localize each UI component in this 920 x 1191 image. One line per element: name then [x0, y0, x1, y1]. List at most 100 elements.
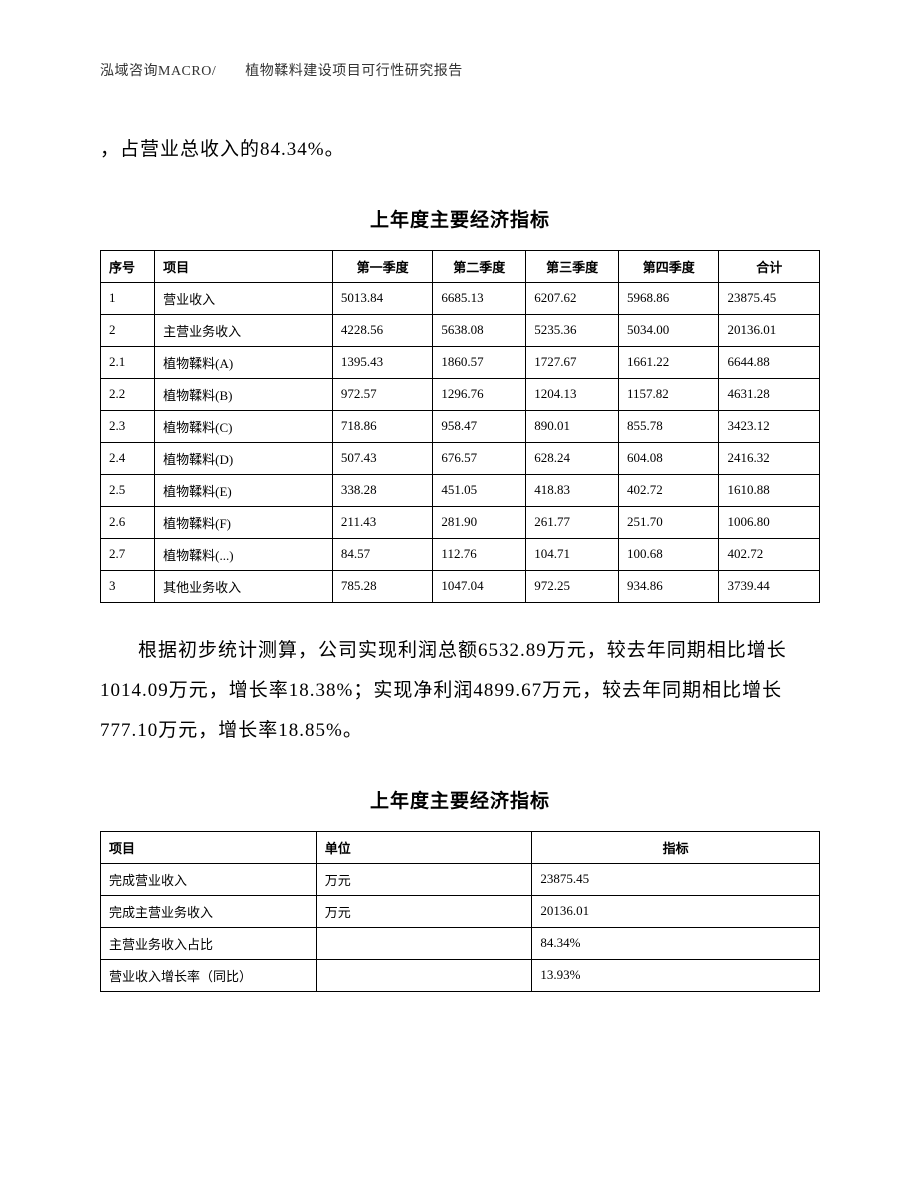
- table-row: 2.5 植物鞣料(E) 338.28 451.05 418.83 402.72 …: [101, 474, 820, 506]
- cell: 2.1: [101, 346, 155, 378]
- cell: 主营业务收入: [155, 314, 333, 346]
- cell: 植物鞣料(C): [155, 410, 333, 442]
- cell: 3739.44: [719, 570, 820, 602]
- cell: 402.72: [618, 474, 719, 506]
- cell: 完成主营业务收入: [101, 895, 317, 927]
- cell: 2: [101, 314, 155, 346]
- cell: 3423.12: [719, 410, 820, 442]
- cell: 5034.00: [618, 314, 719, 346]
- cell: 5235.36: [526, 314, 619, 346]
- table-row: 2.4 植物鞣料(D) 507.43 676.57 628.24 604.08 …: [101, 442, 820, 474]
- col-q1: 第一季度: [332, 250, 433, 282]
- cell: 植物鞣料(A): [155, 346, 333, 378]
- cell: 281.90: [433, 506, 526, 538]
- table2-title: 上年度主要经济指标: [100, 786, 820, 813]
- cell: 植物鞣料(E): [155, 474, 333, 506]
- table1-body: 1 营业收入 5013.84 6685.13 6207.62 5968.86 2…: [101, 282, 820, 602]
- table-row: 营业收入增长率（同比） 13.93%: [101, 959, 820, 991]
- paragraph-1: ，占营业总收入的84.34%。: [100, 130, 820, 170]
- table-row: 2.6 植物鞣料(F) 211.43 281.90 261.77 251.70 …: [101, 506, 820, 538]
- cell: 植物鞣料(F): [155, 506, 333, 538]
- cell: 84.34%: [532, 927, 820, 959]
- cell: 418.83: [526, 474, 619, 506]
- cell: 营业收入: [155, 282, 333, 314]
- cell: 主营业务收入占比: [101, 927, 317, 959]
- table-row: 完成主营业务收入 万元 20136.01: [101, 895, 820, 927]
- cell: 972.57: [332, 378, 433, 410]
- cell: 5638.08: [433, 314, 526, 346]
- cell: 507.43: [332, 442, 433, 474]
- paragraph-2: 根据初步统计测算，公司实现利润总额6532.89万元，较去年同期相比增长1014…: [100, 631, 820, 751]
- cell: 84.57: [332, 538, 433, 570]
- table-row: 2.3 植物鞣料(C) 718.86 958.47 890.01 855.78 …: [101, 410, 820, 442]
- cell: 23875.45: [719, 282, 820, 314]
- cell: 6685.13: [433, 282, 526, 314]
- col-item: 项目: [155, 250, 333, 282]
- cell: 4228.56: [332, 314, 433, 346]
- cell: 植物鞣料(B): [155, 378, 333, 410]
- cell: 2416.32: [719, 442, 820, 474]
- cell: 718.86: [332, 410, 433, 442]
- col-seq: 序号: [101, 250, 155, 282]
- cell: 1610.88: [719, 474, 820, 506]
- col-unit: 单位: [316, 831, 532, 863]
- cell: 785.28: [332, 570, 433, 602]
- cell: 20136.01: [532, 895, 820, 927]
- col-indicator: 指标: [532, 831, 820, 863]
- cell: 1395.43: [332, 346, 433, 378]
- cell: 万元: [316, 895, 532, 927]
- table-row: 2 主营业务收入 4228.56 5638.08 5235.36 5034.00…: [101, 314, 820, 346]
- cell: 2.3: [101, 410, 155, 442]
- col-total: 合计: [719, 250, 820, 282]
- cell: 972.25: [526, 570, 619, 602]
- cell: 完成营业收入: [101, 863, 317, 895]
- table-row: 1 营业收入 5013.84 6685.13 6207.62 5968.86 2…: [101, 282, 820, 314]
- cell: 1157.82: [618, 378, 719, 410]
- cell: 958.47: [433, 410, 526, 442]
- cell: [316, 927, 532, 959]
- cell: 338.28: [332, 474, 433, 506]
- cell: 1006.80: [719, 506, 820, 538]
- table-header-row: 项目 单位 指标: [101, 831, 820, 863]
- table-row: 完成营业收入 万元 23875.45: [101, 863, 820, 895]
- economic-indicators-table1: 序号 项目 第一季度 第二季度 第三季度 第四季度 合计 1 营业收入 5013…: [100, 250, 820, 603]
- cell: 628.24: [526, 442, 619, 474]
- cell: [316, 959, 532, 991]
- cell: 402.72: [719, 538, 820, 570]
- cell: 1727.67: [526, 346, 619, 378]
- cell: 植物鞣料(...): [155, 538, 333, 570]
- cell: 1047.04: [433, 570, 526, 602]
- cell: 2.4: [101, 442, 155, 474]
- cell: 13.93%: [532, 959, 820, 991]
- cell: 2.7: [101, 538, 155, 570]
- cell: 1296.76: [433, 378, 526, 410]
- cell: 451.05: [433, 474, 526, 506]
- cell: 100.68: [618, 538, 719, 570]
- col-q4: 第四季度: [618, 250, 719, 282]
- cell: 其他业务收入: [155, 570, 333, 602]
- cell: 6644.88: [719, 346, 820, 378]
- cell: 4631.28: [719, 378, 820, 410]
- table-row: 2.7 植物鞣料(...) 84.57 112.76 104.71 100.68…: [101, 538, 820, 570]
- cell: 2.2: [101, 378, 155, 410]
- page-header: 泓域咨询MACRO/ 植物鞣料建设项目可行性研究报告: [100, 60, 820, 80]
- cell: 3: [101, 570, 155, 602]
- cell: 604.08: [618, 442, 719, 474]
- cell: 211.43: [332, 506, 433, 538]
- cell: 104.71: [526, 538, 619, 570]
- table1-title: 上年度主要经济指标: [100, 205, 820, 232]
- cell: 261.77: [526, 506, 619, 538]
- table-row: 2.2 植物鞣料(B) 972.57 1296.76 1204.13 1157.…: [101, 378, 820, 410]
- table2-body: 完成营业收入 万元 23875.45 完成主营业务收入 万元 20136.01 …: [101, 863, 820, 991]
- cell: 1204.13: [526, 378, 619, 410]
- cell: 1: [101, 282, 155, 314]
- cell: 万元: [316, 863, 532, 895]
- cell: 855.78: [618, 410, 719, 442]
- cell: 6207.62: [526, 282, 619, 314]
- col-q2: 第二季度: [433, 250, 526, 282]
- cell: 890.01: [526, 410, 619, 442]
- table-header-row: 序号 项目 第一季度 第二季度 第三季度 第四季度 合计: [101, 250, 820, 282]
- cell: 934.86: [618, 570, 719, 602]
- cell: 5968.86: [618, 282, 719, 314]
- cell: 112.76: [433, 538, 526, 570]
